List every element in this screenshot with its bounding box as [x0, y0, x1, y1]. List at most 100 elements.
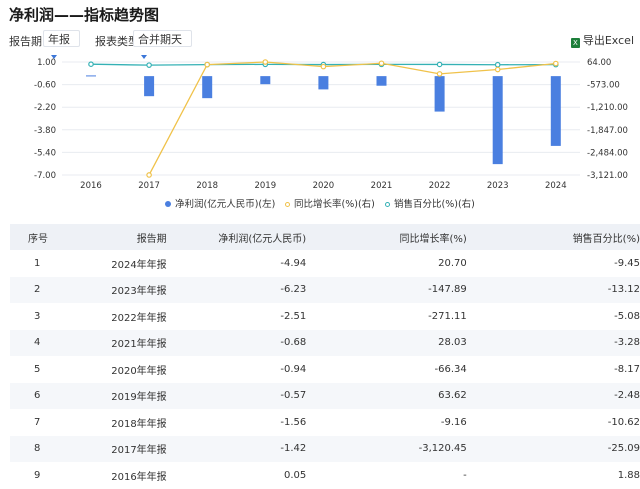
col-header-period: 报告期 [66, 224, 167, 250]
cell-sales-pct: -8.17 [614, 363, 640, 375]
col-header-net-profit: 净利润(亿元人民币) [166, 224, 308, 250]
line-point [146, 172, 152, 178]
table-row: 5 2020年年报 -0.94 -66.34 -8.17 [10, 356, 640, 383]
line-point [552, 60, 559, 67]
cell-period: 2023年年报 [66, 276, 167, 303]
export-excel-button[interactable]: X 导出Excel [570, 32, 634, 48]
table-header-row: 序号 报告期 净利润(亿元人民币) 同比增长率(%) 销售百分比(%) [10, 224, 640, 250]
line-point [146, 62, 152, 68]
x-tick-label: 2023 [487, 181, 509, 191]
line-point [320, 63, 327, 70]
right-tick-label: -1,210.00 [587, 103, 628, 113]
legend-net-profit-label: 净利润(亿元人民币)(左) [175, 199, 276, 210]
bar [202, 76, 213, 99]
x-tick-label: 2021 [371, 181, 393, 191]
table-row: 6 2019年年报 -0.57 63.62 -2.48 [10, 382, 640, 409]
x-tick-label: 2016 [80, 181, 102, 191]
cell-yoy-growth: -66.34 [434, 363, 467, 375]
left-tick-label: -0.60 [34, 81, 56, 91]
cell-yoy-growth: 63.62 [307, 382, 468, 409]
cell-yoy-growth: -271.11 [428, 310, 467, 322]
period-select[interactable]: 年报 [43, 30, 80, 59]
excel-icon: X [570, 38, 580, 48]
net-profit-bars [86, 75, 561, 165]
x-tick-label: 2024 [545, 181, 567, 191]
line-point [494, 66, 501, 73]
line-point [494, 61, 501, 68]
cell-period: 2021年年报 [66, 329, 167, 356]
legend-sales-pct[interactable]: 销售百分比(%)(右) [385, 196, 475, 210]
x-tick-label: 2022 [429, 181, 451, 191]
cell-yoy-growth: -147.89 [307, 276, 468, 303]
bar [144, 76, 155, 97]
right-tick-label: -1,847.00 [587, 126, 628, 136]
right-tick-label: -2,484.00 [587, 148, 628, 158]
export-excel-label: 导出Excel [582, 34, 634, 47]
cell-period: 2024年年报 [111, 259, 167, 271]
cell-yoy-growth: -3,120.45 [307, 435, 468, 462]
x-tick-label: 2017 [138, 181, 160, 191]
col-header-sales-pct: 销售百分比(%) [467, 224, 640, 250]
col-header-index: 序号 [10, 224, 67, 250]
cell-net-profit: 0.05 [283, 469, 307, 481]
legend-yoy-growth[interactable]: 同比增长率(%)(右) [285, 196, 375, 210]
left-tick-label: -7.00 [34, 171, 56, 181]
legend-ring-icon [385, 202, 390, 207]
left-tick-label: -3.80 [34, 126, 56, 136]
right-tick-label: -3,121.00 [587, 171, 628, 181]
cell-net-profit: -0.68 [166, 329, 308, 356]
chart-lines [88, 59, 559, 178]
x-axis: 2016 2017 2018 2019 2020 2021 2022 2023 2024 [80, 181, 566, 191]
cell-index: 5 [34, 363, 41, 375]
report-type-select[interactable]: 合并期天 [133, 30, 192, 59]
right-tick-label: -573.00 [587, 81, 620, 91]
left-axis: 1.00 -0.60 -2.20 -3.80 -5.40 -7.00 [34, 58, 56, 181]
bar [318, 76, 329, 90]
legend-sales-pct-label: 销售百分比(%)(右) [394, 199, 475, 210]
legend-net-profit[interactable]: 净利润(亿元人民币)(左) [165, 196, 275, 210]
cell-sales-pct: -3.28 [467, 329, 640, 356]
cell-period: 2022年年报 [111, 312, 167, 324]
bar [434, 76, 445, 112]
cell-net-profit: -4.94 [280, 257, 307, 269]
line-point [378, 60, 385, 67]
bar [492, 76, 503, 165]
table-row: 8 2017年年报 -1.42 -3,120.45 -25.09 [10, 435, 640, 462]
cell-index: 6 [10, 382, 67, 409]
bar [376, 76, 387, 86]
data-table: 序号 报告期 净利润(亿元人民币) 同比增长率(%) 销售百分比(%) 1 202… [10, 224, 640, 489]
legend-yoy-growth-label: 同比增长率(%)(右) [294, 199, 375, 210]
line-point [262, 59, 269, 65]
cell-sales-pct: -2.48 [467, 382, 640, 409]
line-point [204, 61, 211, 68]
cell-period: 2020年年报 [111, 365, 167, 377]
cell-period: 2017年年报 [66, 435, 167, 462]
legend-ring-icon [285, 202, 290, 207]
cell-index: 7 [34, 416, 41, 428]
line-point [436, 61, 443, 68]
cell-index: 8 [10, 435, 67, 462]
page-title: 净利润——指标趋势图 [9, 6, 160, 24]
bar [550, 76, 561, 146]
x-tick-label: 2019 [254, 181, 276, 191]
report-type-label: 报表类型 [95, 35, 139, 48]
cell-period: 2019年年报 [66, 382, 167, 409]
cell-yoy-growth: 28.03 [307, 329, 468, 356]
cell-yoy-growth: 20.70 [438, 257, 467, 269]
cell-net-profit: -1.42 [166, 435, 308, 462]
right-axis: 64.00 -573.00 -1,210.00 -1,847.00 -2,484.00 -… [587, 58, 628, 181]
cell-sales-pct: -25.09 [467, 435, 640, 462]
right-tick-label: 64.00 [587, 58, 611, 68]
bar [260, 76, 271, 85]
cell-sales-pct: 1.88 [617, 469, 640, 481]
cell-net-profit: -0.57 [166, 382, 308, 409]
cell-sales-pct: -13.12 [467, 276, 640, 303]
cell-index: 4 [10, 329, 67, 356]
bar [86, 75, 96, 77]
table-row: 7 2018年年报 -1.56 -9.16 -10.62 [10, 409, 640, 436]
line-point [88, 61, 94, 68]
x-tick-label: 2018 [196, 181, 218, 191]
cell-period: 2016年年报 [111, 471, 167, 483]
cell-net-profit: -2.51 [280, 310, 307, 322]
cell-period: 2018年年报 [111, 418, 167, 430]
